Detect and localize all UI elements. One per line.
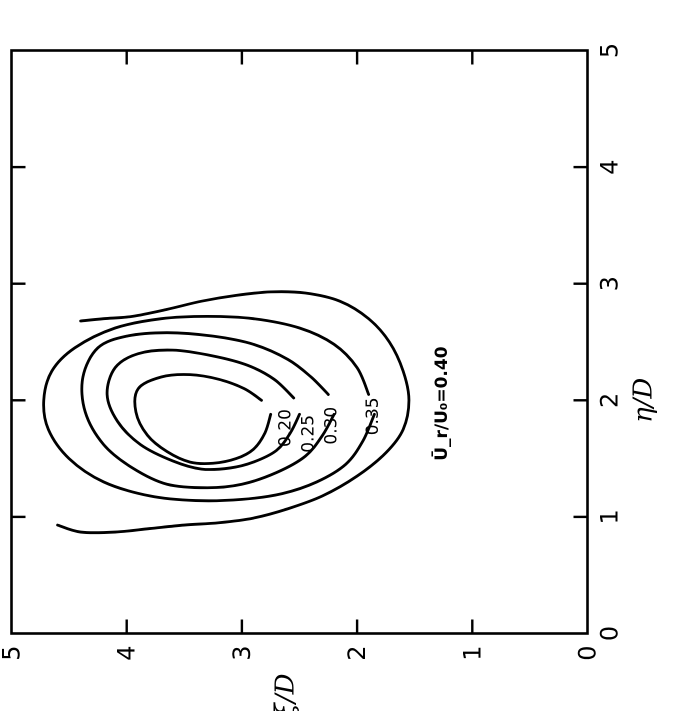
- x-tick-label-5: 5: [596, 43, 624, 58]
- x-tick-label-4: 4: [596, 159, 624, 174]
- x-tick-label-1: 1: [596, 509, 624, 524]
- y-tick-label-2: 2: [343, 646, 371, 661]
- axis-ticks: [11, 50, 588, 634]
- y-axis-label: ξ/D: [271, 673, 301, 711]
- contour-line-0-35: [42, 314, 376, 503]
- contour-line-0-4: [56, 290, 411, 535]
- contour-label-4: 0.20: [275, 409, 295, 447]
- x-tick-label-0: 0: [596, 626, 624, 641]
- contour-labels: Ū_r/U₀ =0.40 0.35 0.30 0.25 0.20: [275, 346, 452, 461]
- y-tick-label-0: 0: [574, 646, 602, 661]
- y-tick-label-4: 4: [113, 646, 141, 661]
- axis-tick-labels: 0 0 1 1 2 2 3 3 4 4 5 5: [0, 43, 624, 661]
- contour-lines: [42, 290, 411, 535]
- contour-label-0: =0.40: [432, 346, 452, 402]
- x-tick-label-2: 2: [596, 393, 624, 408]
- y-tick-label-1: 1: [458, 646, 486, 661]
- plot-frame: [10, 49, 589, 635]
- contour-line-0-2: [133, 373, 273, 466]
- contour-line-0-3: [80, 331, 336, 490]
- x-tick-label-3: 3: [596, 276, 624, 291]
- y-tick-label-3: 3: [228, 646, 256, 661]
- contour-label-1: 0.35: [363, 397, 383, 435]
- contour-label-2: 0.30: [321, 407, 341, 445]
- y-tick-label-5: 5: [0, 646, 26, 661]
- contour-line-0-25: [105, 348, 301, 471]
- contour-prefix-label: Ū_r/U₀: [430, 403, 452, 461]
- contour-label-3: 0.25: [298, 415, 318, 453]
- x-axis-label: η/D: [629, 378, 659, 423]
